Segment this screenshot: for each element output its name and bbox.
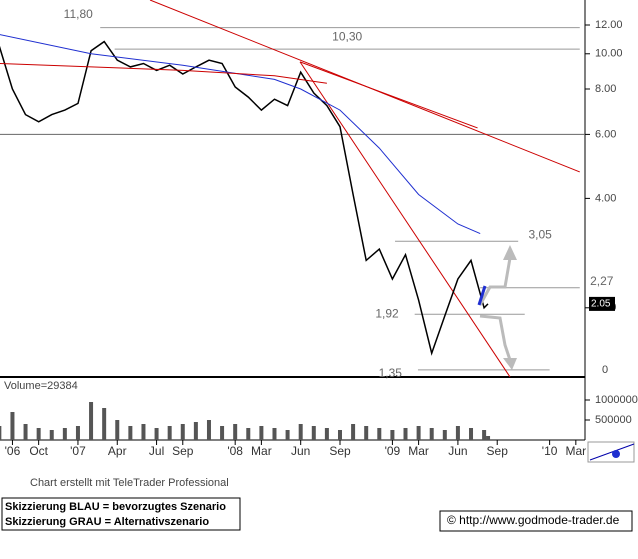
- volume-bar: [23, 424, 28, 440]
- x-tick-label: Mar: [408, 444, 429, 458]
- volume-bar: [75, 426, 80, 440]
- x-tick-label: Sep: [487, 444, 509, 458]
- volume-bar: [482, 430, 487, 440]
- volume-tick-label: 1000000: [595, 394, 638, 406]
- x-tick-label: Mar: [251, 444, 272, 458]
- axis-note: 0: [602, 364, 608, 376]
- trendline: [299, 61, 478, 129]
- x-tick-label: Oct: [29, 444, 48, 458]
- x-tick-label: '07: [70, 444, 86, 458]
- level-label: 10,30: [332, 29, 362, 43]
- y-tick-label: 10.00: [595, 48, 623, 60]
- volume-bar: [115, 420, 120, 440]
- volume-bar: [364, 426, 369, 440]
- volume-bar: [403, 428, 408, 440]
- level-label: 3,05: [529, 227, 553, 241]
- volume-bar: [324, 428, 329, 440]
- y-tick-label: 8.00: [595, 83, 616, 95]
- gray-arrow-down: [479, 314, 512, 361]
- x-tick-label: Mar: [565, 444, 586, 458]
- volume-bar: [455, 426, 460, 440]
- x-tick-label: Sep: [172, 444, 194, 458]
- volume-bar: [193, 422, 198, 440]
- level-label: 11,80: [64, 7, 93, 21]
- volume-bar: [128, 426, 133, 440]
- volume-bar: [49, 430, 54, 440]
- level-label: 2,27: [590, 274, 614, 288]
- volume-bar: [377, 428, 382, 440]
- blue-arrow: [477, 285, 487, 306]
- volume-bar: [141, 424, 146, 440]
- volume-bar: [298, 424, 303, 440]
- legend-line: Skizzierung GRAU = Alternativszenario: [5, 516, 209, 528]
- price-line: [0, 63, 327, 84]
- y-tick-label: 12.00: [595, 19, 623, 31]
- volume-bar: [154, 428, 159, 440]
- legend-line: Skizzierung BLAU = bevorzugtes Szenario: [5, 501, 226, 513]
- volume-bar: [429, 428, 434, 440]
- x-tick-label: '08: [227, 444, 243, 458]
- last-price-label: 2.05: [591, 299, 611, 310]
- volume-bar: [246, 428, 251, 440]
- volume-bar: [285, 430, 290, 440]
- icon: [612, 450, 620, 458]
- volume-bar: [469, 428, 474, 440]
- level-label: 1,92: [375, 306, 399, 320]
- volume-tick-label: 500000: [595, 414, 632, 426]
- x-tick-label: '09: [385, 444, 401, 458]
- source[interactable]: © http://www.godmode-trader.de: [447, 513, 620, 527]
- volume-bar: [206, 420, 211, 440]
- volume-bar: [62, 428, 67, 440]
- y-tick-label: 6.00: [595, 128, 616, 140]
- volume-title: Volume=29384: [4, 380, 78, 392]
- volume-bar: [272, 428, 277, 440]
- x-tick-label: Jun: [291, 444, 310, 458]
- x-tick-label: '10: [542, 444, 558, 458]
- last-price-box: [589, 296, 615, 311]
- source-box: [439, 510, 633, 532]
- x-tick-label: Jun: [448, 444, 467, 458]
- volume-bar: [89, 402, 94, 440]
- volume-bar: [36, 428, 41, 440]
- volume-bar: [390, 430, 395, 440]
- volume-bar: [233, 424, 238, 440]
- volume-bar: [311, 426, 316, 440]
- gray-arrow-up: [478, 257, 512, 306]
- credit: Chart erstellt mit TeleTrader Profession…: [30, 477, 229, 489]
- volume-bar: [167, 426, 172, 440]
- scenario-arrows: [477, 245, 517, 370]
- icon: [589, 443, 635, 461]
- volume-bar: [486, 436, 491, 440]
- price-line: [0, 34, 481, 235]
- x-tick-label: Sep: [329, 444, 351, 458]
- volume-bar: [337, 430, 342, 440]
- x-tick-label: Apr: [108, 444, 127, 458]
- volume-bar: [259, 426, 264, 440]
- volume-bar: [351, 424, 356, 440]
- legend-box: [1, 497, 241, 531]
- trendline: [299, 61, 511, 378]
- price-line: [0, 40, 489, 356]
- volume-bar: [10, 412, 15, 440]
- volume-bar: [416, 426, 421, 440]
- volume-bar: [442, 430, 447, 440]
- volume-bar: [102, 408, 107, 440]
- arrowhead: [503, 358, 517, 370]
- volume-bar: [220, 426, 225, 440]
- x-tick-label: '06: [5, 444, 21, 458]
- volume-bar: [180, 424, 185, 440]
- level-label: 1,35: [379, 366, 403, 380]
- volume-bar: [0, 426, 2, 440]
- arrowhead: [503, 245, 517, 260]
- x-tick-label: Jul: [149, 444, 164, 458]
- y-tick-label: 4.00: [595, 192, 616, 204]
